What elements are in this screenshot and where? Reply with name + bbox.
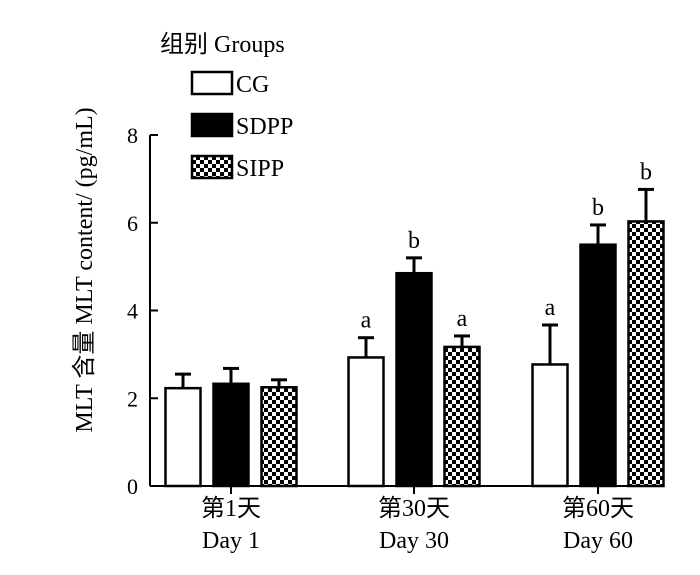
y-tick-label: 8: [127, 123, 138, 148]
bar-sipp: [260, 386, 298, 488]
x-axis: 第1天 Day 1 第30天 Day 30 第60天 Day 60: [150, 485, 660, 554]
legend: 组别 Groups CG SDPP SIPP: [160, 31, 293, 182]
x-category-label-cn: 第60天: [562, 495, 634, 522]
bar-sipp: [627, 220, 665, 488]
x-category-label-en: Day 30: [379, 528, 449, 554]
bar-sipp: [443, 345, 481, 488]
x-category-label-cn: 第1天: [201, 495, 261, 522]
x-category-label-en: Day 1: [202, 528, 260, 554]
legend-swatch-sipp: [190, 154, 234, 180]
bars: a b a a b b: [164, 159, 665, 488]
bar-cg: [164, 386, 202, 488]
significance-label: b: [640, 159, 652, 185]
y-tick-label: 0: [127, 474, 138, 499]
bar-sdpp: [395, 271, 433, 488]
x-category-label-cn: 第30天: [378, 495, 450, 522]
y-tick-label: 6: [127, 211, 138, 236]
legend-label: SDPP: [236, 114, 293, 140]
significance-label: a: [361, 308, 372, 334]
significance-label: b: [408, 228, 420, 254]
y-axis: 0 2 4 6 8: [127, 123, 158, 499]
legend-label: CG: [236, 72, 269, 98]
bar-sdpp: [579, 243, 617, 488]
y-tick-label: 2: [127, 386, 138, 411]
x-category-label-en: Day 60: [563, 528, 633, 554]
significance-label: a: [545, 295, 556, 321]
legend-swatch-cg: [190, 70, 234, 96]
y-tick-label: 4: [127, 299, 138, 324]
legend-title: 组别 Groups: [160, 31, 285, 58]
bar-cg: [531, 363, 569, 488]
significance-label: b: [592, 195, 604, 221]
significance-label: a: [457, 306, 468, 332]
legend-swatch-sdpp: [190, 112, 234, 138]
legend-label: SIPP: [236, 156, 284, 182]
bar-sdpp: [212, 382, 250, 488]
bar-cg: [347, 356, 385, 488]
y-axis-title: MLT 含量 MLT content/ (pg/mL): [71, 107, 98, 432]
